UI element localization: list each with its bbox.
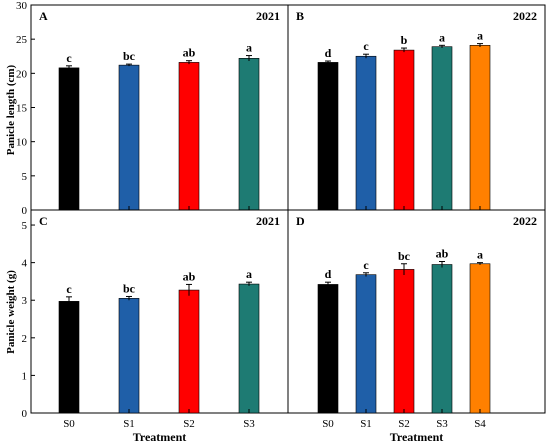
bar-s3 bbox=[238, 57, 260, 211]
x-tick-label: S2 bbox=[183, 418, 195, 430]
x-axis-label: Treatment bbox=[390, 430, 444, 444]
panel-label: C bbox=[39, 214, 48, 228]
y-tick-label: 2 bbox=[22, 333, 28, 345]
y-tick-label: 25 bbox=[16, 34, 28, 46]
bar-s2 bbox=[393, 49, 415, 211]
bar-s1 bbox=[355, 55, 377, 211]
significance-letter: bc bbox=[123, 281, 136, 295]
y-tick-label: 3 bbox=[22, 295, 28, 307]
panel-year: 2022 bbox=[513, 214, 537, 228]
y-tick-label: 0 bbox=[22, 408, 28, 420]
bar-s2 bbox=[178, 289, 200, 414]
panel-label: A bbox=[39, 9, 48, 23]
x-tick-label: S0 bbox=[322, 418, 334, 430]
x-axis-label: Treatment bbox=[133, 430, 187, 444]
significance-letter: a bbox=[439, 30, 445, 44]
bar-s0 bbox=[317, 284, 339, 414]
significance-letter: a bbox=[477, 29, 483, 43]
y-tick-label: 10 bbox=[16, 137, 28, 149]
y-tick-label: 15 bbox=[16, 103, 28, 115]
bar-s4 bbox=[469, 45, 491, 211]
bar-s3 bbox=[238, 283, 260, 414]
x-tick-label: S3 bbox=[436, 418, 448, 430]
significance-letter: d bbox=[325, 46, 332, 60]
y-tick-label: 0 bbox=[22, 205, 28, 217]
significance-letter: a bbox=[246, 267, 252, 281]
significance-letter: d bbox=[325, 267, 332, 281]
bar-s0 bbox=[58, 67, 80, 211]
x-tick-label: S1 bbox=[123, 418, 135, 430]
y-tick-label: 20 bbox=[16, 68, 28, 80]
panel-b: d c b a a B 2022 bbox=[287, 4, 546, 211]
significance-letter: c bbox=[363, 39, 369, 53]
panel-a: 0 5 10 15 20 25 30 c bc ab a A 2021 bbox=[16, 0, 289, 217]
panel-c: 0 1 2 3 4 5 c S0 bc S1 ab S2 a S3 C 2021 Treatment bbox=[22, 209, 289, 444]
panel-year: 2022 bbox=[513, 9, 537, 23]
bar-s1 bbox=[118, 64, 140, 211]
significance-letter: a bbox=[477, 248, 483, 262]
y-tick-label: 30 bbox=[16, 0, 28, 12]
bar-s3 bbox=[431, 264, 453, 414]
bar-s0 bbox=[317, 62, 339, 211]
bar-s4 bbox=[469, 263, 491, 414]
x-tick-label: S1 bbox=[360, 418, 372, 430]
x-tick-label: S0 bbox=[63, 418, 75, 430]
y-tick-label: 5 bbox=[22, 171, 28, 183]
significance-letter: c bbox=[66, 282, 72, 296]
y-tick-label: 5 bbox=[22, 220, 28, 232]
bar-s2 bbox=[178, 62, 200, 211]
y-axis-label-bottom: Panicle weight (g) bbox=[5, 270, 17, 354]
panel-label: B bbox=[296, 9, 304, 23]
bar-s0 bbox=[58, 301, 80, 414]
bar-s1 bbox=[355, 274, 377, 414]
significance-letter: bc bbox=[123, 49, 136, 63]
y-tick-label: 1 bbox=[22, 370, 28, 382]
significance-letter: ab bbox=[183, 269, 196, 283]
significance-letter: c bbox=[363, 258, 369, 272]
plot-frame bbox=[287, 209, 546, 414]
y-axis-label-top: Panicle length (cm) bbox=[5, 64, 17, 155]
significance-letter: bc bbox=[398, 249, 411, 263]
y-tick-label: 4 bbox=[22, 258, 28, 270]
significance-letter: ab bbox=[436, 247, 449, 261]
x-tick-label: S2 bbox=[398, 418, 410, 430]
panel-label: D bbox=[296, 214, 305, 228]
significance-letter: ab bbox=[183, 46, 196, 60]
significance-letter: c bbox=[66, 51, 72, 65]
significance-letter: a bbox=[246, 41, 252, 55]
panel-d: d S0 c S1 bc S2 ab S3 a S4 D 2022 Treatment bbox=[287, 209, 546, 444]
significance-letter: b bbox=[401, 33, 408, 47]
bar-s3 bbox=[431, 46, 453, 211]
panel-year: 2021 bbox=[256, 214, 280, 228]
x-tick-label: S4 bbox=[474, 418, 486, 430]
bar-s2 bbox=[393, 269, 415, 414]
panel-year: 2021 bbox=[256, 9, 280, 23]
panels: 0 5 10 15 20 25 30 c bc ab a A 2021 d c b a a B 2022 0 1 2 3 4 5 c… bbox=[16, 0, 546, 444]
bar-s1 bbox=[118, 298, 140, 414]
x-tick-label: S3 bbox=[243, 418, 255, 430]
